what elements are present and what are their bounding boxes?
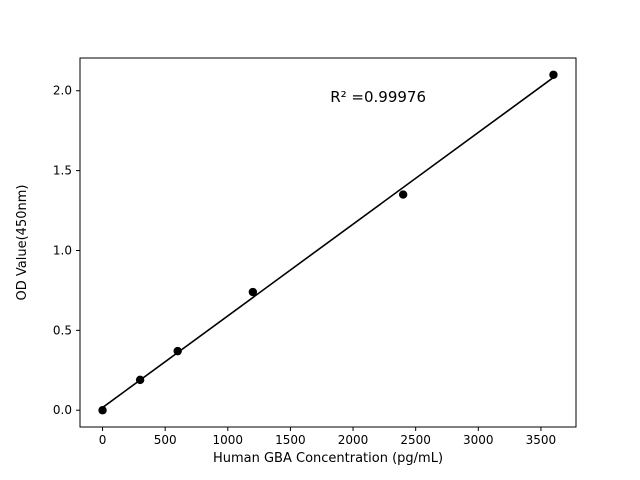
y-tick-label: 2.0 — [53, 84, 72, 98]
x-tick-label: 500 — [154, 433, 177, 447]
data-point — [398, 190, 408, 199]
data-point — [98, 406, 107, 415]
axes-box — [79, 57, 577, 428]
x-tick-label: 3500 — [526, 433, 557, 447]
data-point — [173, 346, 182, 356]
data-point — [549, 70, 558, 79]
y-tick-label: 1.0 — [53, 243, 72, 257]
y-tick-label: 1.5 — [53, 164, 72, 178]
x-axis-label: Human GBA Concentration (pg/mL) — [213, 451, 443, 466]
x-tick-label: 0 — [99, 433, 107, 447]
y-tick-label: 0.5 — [53, 323, 72, 337]
x-tick-label: 1000 — [213, 433, 244, 447]
y-tick-label: 0.0 — [53, 403, 72, 417]
r-squared-annotation: R² =0.99976 — [330, 88, 426, 106]
y-axis-label: OD Value(450nm) — [15, 185, 30, 301]
x-tick-label: 2000 — [338, 433, 369, 447]
x-tick-label: 2500 — [400, 433, 431, 447]
x-tick-label: 3000 — [463, 433, 494, 447]
data-point — [248, 287, 258, 297]
data-point — [135, 375, 145, 385]
x-tick-label: 1500 — [275, 433, 306, 447]
